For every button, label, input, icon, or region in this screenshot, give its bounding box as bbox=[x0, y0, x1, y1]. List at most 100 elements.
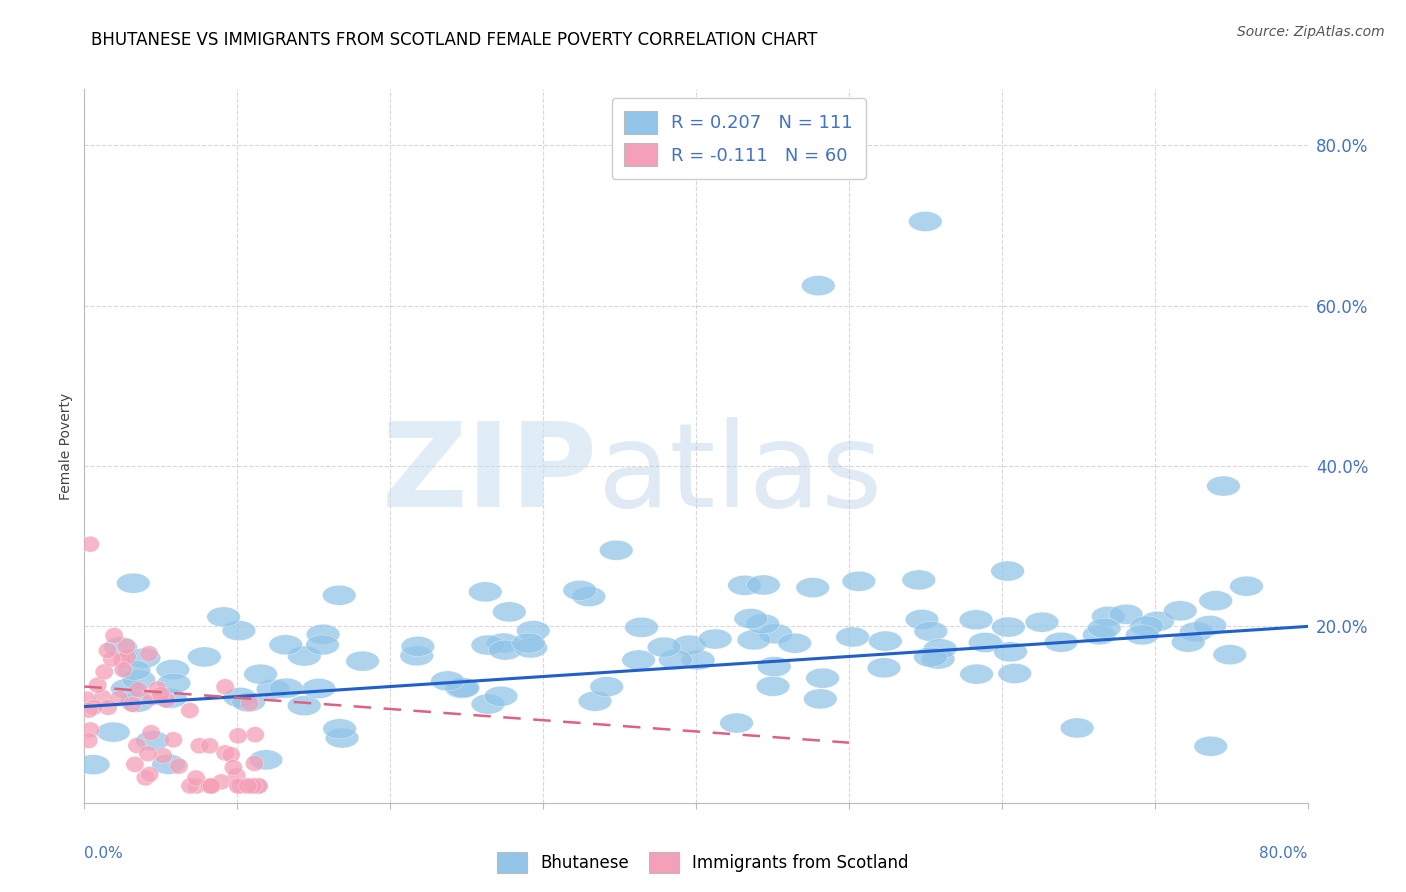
Ellipse shape bbox=[98, 642, 117, 658]
Ellipse shape bbox=[806, 668, 839, 689]
Ellipse shape bbox=[112, 652, 131, 668]
Text: 0.0%: 0.0% bbox=[84, 846, 124, 861]
Ellipse shape bbox=[747, 575, 780, 595]
Text: atlas: atlas bbox=[598, 417, 883, 532]
Ellipse shape bbox=[139, 746, 157, 762]
Ellipse shape bbox=[117, 574, 150, 593]
Ellipse shape bbox=[110, 690, 128, 706]
Ellipse shape bbox=[516, 621, 550, 640]
Ellipse shape bbox=[599, 541, 633, 560]
Ellipse shape bbox=[181, 778, 200, 794]
Ellipse shape bbox=[246, 727, 264, 743]
Ellipse shape bbox=[868, 657, 901, 678]
Ellipse shape bbox=[165, 731, 183, 747]
Ellipse shape bbox=[245, 778, 263, 794]
Ellipse shape bbox=[243, 665, 277, 684]
Ellipse shape bbox=[117, 660, 150, 681]
Ellipse shape bbox=[1087, 618, 1121, 638]
Ellipse shape bbox=[98, 699, 117, 715]
Ellipse shape bbox=[346, 651, 380, 671]
Ellipse shape bbox=[991, 561, 1025, 581]
Ellipse shape bbox=[139, 646, 159, 662]
Ellipse shape bbox=[562, 581, 596, 600]
Ellipse shape bbox=[201, 778, 219, 794]
Ellipse shape bbox=[1045, 632, 1078, 652]
Ellipse shape bbox=[1163, 601, 1197, 621]
Ellipse shape bbox=[486, 633, 520, 653]
Ellipse shape bbox=[239, 778, 257, 794]
Ellipse shape bbox=[80, 702, 98, 718]
Ellipse shape bbox=[111, 679, 145, 698]
Ellipse shape bbox=[120, 692, 153, 713]
Text: 80.0%: 80.0% bbox=[1260, 846, 1308, 861]
Ellipse shape bbox=[401, 636, 434, 657]
Ellipse shape bbox=[207, 607, 240, 627]
Ellipse shape bbox=[591, 677, 623, 697]
Ellipse shape bbox=[305, 635, 339, 655]
Ellipse shape bbox=[269, 635, 302, 655]
Ellipse shape bbox=[114, 662, 132, 678]
Ellipse shape bbox=[89, 677, 107, 693]
Ellipse shape bbox=[621, 650, 655, 670]
Ellipse shape bbox=[287, 646, 321, 666]
Ellipse shape bbox=[468, 582, 502, 602]
Ellipse shape bbox=[515, 638, 547, 658]
Ellipse shape bbox=[250, 778, 269, 794]
Ellipse shape bbox=[921, 649, 955, 669]
Ellipse shape bbox=[1091, 607, 1125, 626]
Ellipse shape bbox=[187, 778, 205, 794]
Ellipse shape bbox=[959, 610, 993, 630]
Ellipse shape bbox=[103, 651, 121, 667]
Ellipse shape bbox=[578, 691, 612, 711]
Ellipse shape bbox=[672, 635, 706, 656]
Ellipse shape bbox=[118, 648, 136, 665]
Text: ZIP: ZIP bbox=[382, 417, 598, 532]
Ellipse shape bbox=[157, 692, 176, 708]
Ellipse shape bbox=[201, 778, 219, 794]
Ellipse shape bbox=[190, 738, 208, 754]
Ellipse shape bbox=[908, 211, 942, 232]
Ellipse shape bbox=[737, 630, 770, 650]
Ellipse shape bbox=[658, 649, 692, 670]
Ellipse shape bbox=[229, 778, 247, 794]
Ellipse shape bbox=[325, 728, 359, 748]
Ellipse shape bbox=[96, 664, 114, 680]
Ellipse shape bbox=[835, 627, 869, 647]
Ellipse shape bbox=[122, 670, 156, 690]
Ellipse shape bbox=[758, 657, 792, 677]
Ellipse shape bbox=[156, 659, 190, 680]
Ellipse shape bbox=[84, 699, 103, 715]
Ellipse shape bbox=[699, 629, 733, 649]
Ellipse shape bbox=[104, 637, 138, 657]
Ellipse shape bbox=[471, 694, 505, 714]
Y-axis label: Female Poverty: Female Poverty bbox=[59, 392, 73, 500]
Ellipse shape bbox=[734, 608, 768, 629]
Ellipse shape bbox=[249, 750, 283, 770]
Ellipse shape bbox=[212, 774, 231, 790]
Ellipse shape bbox=[148, 681, 167, 697]
Ellipse shape bbox=[82, 722, 100, 738]
Ellipse shape bbox=[1083, 624, 1116, 645]
Ellipse shape bbox=[488, 640, 522, 660]
Ellipse shape bbox=[1206, 476, 1240, 496]
Ellipse shape bbox=[960, 665, 994, 684]
Ellipse shape bbox=[647, 637, 681, 657]
Ellipse shape bbox=[998, 664, 1032, 683]
Ellipse shape bbox=[105, 628, 124, 643]
Ellipse shape bbox=[129, 681, 148, 698]
Ellipse shape bbox=[287, 696, 321, 715]
Ellipse shape bbox=[842, 571, 876, 591]
Ellipse shape bbox=[1171, 632, 1205, 652]
Ellipse shape bbox=[77, 691, 96, 707]
Ellipse shape bbox=[572, 587, 606, 607]
Text: BHUTANESE VS IMMIGRANTS FROM SCOTLAND FEMALE POVERTY CORRELATION CHART: BHUTANESE VS IMMIGRANTS FROM SCOTLAND FE… bbox=[91, 31, 818, 49]
Ellipse shape bbox=[446, 678, 479, 698]
Ellipse shape bbox=[270, 678, 304, 698]
Ellipse shape bbox=[1194, 736, 1227, 756]
Ellipse shape bbox=[222, 747, 240, 763]
Ellipse shape bbox=[747, 614, 780, 634]
Ellipse shape bbox=[232, 778, 250, 794]
Legend: Bhutanese, Immigrants from Scotland: Bhutanese, Immigrants from Scotland bbox=[491, 846, 915, 880]
Ellipse shape bbox=[323, 719, 357, 739]
Ellipse shape bbox=[82, 536, 100, 552]
